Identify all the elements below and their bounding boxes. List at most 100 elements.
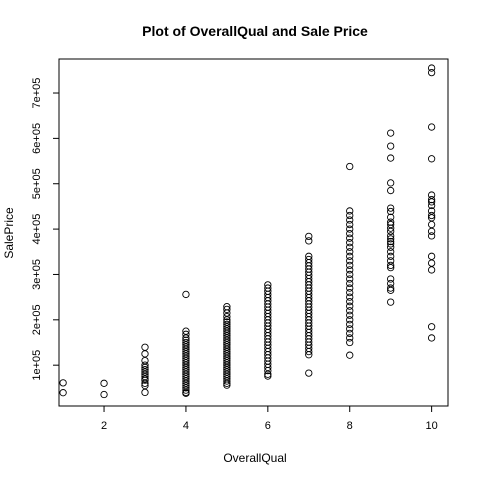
data-point (223, 305, 231, 314)
data-point (427, 198, 436, 206)
data-point (427, 211, 436, 220)
data-point (346, 216, 354, 224)
data-point (346, 239, 354, 247)
y-axis: 1e+05 2e+05 3e+05 4e+05 5e+05 6e+05 7e+05 (31, 78, 59, 381)
y-axis-label: SalePrice (2, 207, 16, 259)
data-point (100, 379, 108, 387)
data-point (427, 266, 436, 274)
data-point (346, 351, 354, 359)
data-point (387, 275, 395, 283)
data-point (141, 343, 149, 351)
data-point (427, 232, 436, 240)
data-point (427, 334, 436, 342)
data-point (223, 379, 231, 387)
data-point (346, 162, 354, 171)
data-point (59, 389, 67, 397)
data-point (387, 248, 395, 256)
x-axis-label: OverallQual (223, 451, 286, 465)
data-point (346, 220, 354, 229)
data-point (387, 204, 395, 212)
x-tick-label: 10 (425, 420, 437, 432)
data-point (141, 370, 149, 378)
data-point (427, 227, 436, 236)
data-point (387, 129, 395, 137)
data-point (346, 252, 354, 260)
data-point (387, 252, 395, 260)
data-point (346, 320, 354, 329)
data-point (223, 381, 231, 389)
data-point (346, 329, 354, 338)
data-point (305, 237, 313, 245)
data-point (346, 270, 354, 279)
data-point (427, 259, 436, 267)
data-point (346, 302, 354, 310)
data-point (346, 325, 354, 333)
x-axis: 2 4 6 8 10 (101, 406, 438, 432)
data-point (141, 350, 149, 358)
data-point (387, 227, 395, 236)
plot-frame (58, 58, 449, 407)
data-point (387, 224, 395, 232)
data-point (346, 338, 354, 347)
data-point (427, 64, 436, 72)
data-point (100, 390, 108, 399)
y-tick-label: 5e+05 (31, 168, 43, 199)
data-point (141, 376, 149, 384)
data-point (141, 388, 149, 397)
data-point (59, 379, 67, 387)
data-point (387, 154, 395, 162)
data-point (387, 261, 395, 270)
data-point (387, 235, 395, 243)
data-point (346, 257, 354, 265)
data-point (427, 323, 436, 331)
data-point (346, 229, 354, 238)
data-point (305, 232, 313, 241)
data-point (427, 220, 436, 229)
x-tick-label: 8 (347, 420, 353, 432)
data-point (346, 243, 354, 251)
data-point (346, 288, 354, 297)
data-point (346, 279, 354, 288)
y-tick-label: 2e+05 (31, 304, 43, 335)
data-point (387, 207, 395, 216)
data-point (346, 316, 354, 324)
data-point (346, 234, 354, 242)
data-point (387, 243, 395, 251)
data-point (387, 298, 395, 306)
data-point (305, 347, 313, 356)
data-point (305, 351, 313, 359)
data-point (346, 311, 354, 319)
chart-title: Plot of OverallQual and Sale Price (142, 23, 368, 39)
x-tick-label: 4 (183, 420, 189, 432)
data-point (182, 290, 190, 299)
data-point (346, 298, 354, 306)
data-point (346, 207, 354, 215)
data-point (387, 286, 395, 294)
data-point (346, 248, 354, 256)
data-point (346, 284, 354, 292)
data-point (387, 284, 395, 292)
y-tick-label: 1e+05 (31, 350, 43, 381)
data-point (182, 386, 190, 394)
data-point (427, 252, 436, 260)
y-tick-label: 7e+05 (31, 78, 43, 109)
y-tick-label: 6e+05 (31, 123, 43, 154)
data-point (427, 123, 436, 131)
data-point (427, 68, 436, 77)
y-tick-label: 3e+05 (31, 259, 43, 290)
data-point (346, 266, 354, 274)
data-point (346, 211, 354, 220)
data-point (387, 237, 395, 246)
data-point (387, 213, 395, 221)
data-point (141, 379, 149, 387)
data-point (264, 370, 272, 378)
data-point (387, 232, 395, 240)
data-point (346, 293, 354, 301)
data-point (182, 389, 190, 397)
data-point (387, 264, 395, 272)
data-point (346, 275, 354, 283)
data-point (387, 186, 395, 195)
data-point (387, 142, 395, 150)
data-points (59, 64, 436, 399)
data-point (346, 225, 354, 233)
